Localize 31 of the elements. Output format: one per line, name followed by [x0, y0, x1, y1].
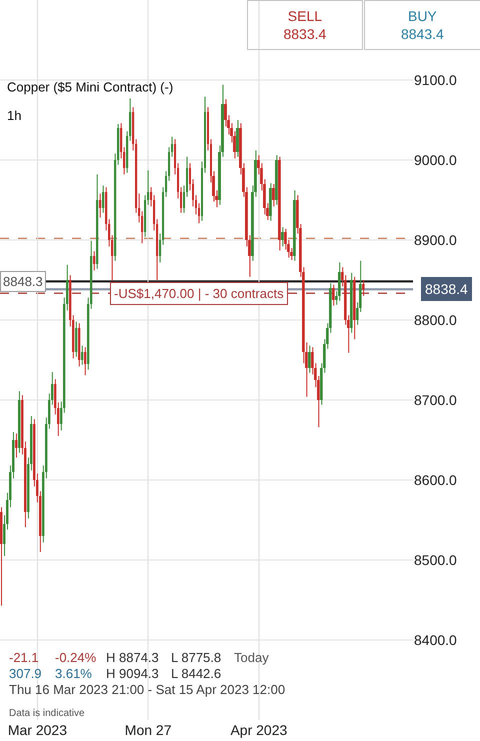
y-tick-label: 8600.0 [414, 472, 458, 488]
ref-line-label: 8848.3 [3, 274, 43, 289]
text: Copper ($5 Mini Contract) (-) [7, 80, 174, 95]
y-tick-label: 8900.0 [414, 232, 458, 248]
annotation: -21.1 [9, 650, 39, 665]
annotation: Today [234, 650, 270, 665]
y-tick-label: 8500.0 [414, 552, 458, 568]
x-tick-label: Mar 2023 [8, 722, 68, 738]
annotation: Thu 16 Mar 2023 21:00 - Sat 15 Apr 2023 12:00 [9, 682, 286, 697]
y-tick-label: 9100.0 [414, 72, 458, 88]
annotation: 307.9 [9, 666, 42, 681]
x-tick-label: Mon 27 [124, 722, 172, 738]
text: 1h [7, 108, 22, 123]
y-tick-label: 8700.0 [414, 392, 458, 408]
ref-line-label: -US$1,470.00 | - 30 contracts [114, 286, 284, 301]
annotation: H 9094.3 [106, 666, 159, 681]
annotation: SELL [288, 8, 322, 24]
annotation: Data is indicative [9, 708, 86, 719]
annotation: -0.24% [55, 650, 97, 665]
y-tick-label: 8800.0 [414, 312, 458, 328]
x-tick-label: Apr 2023 [230, 722, 288, 738]
annotation: 8843.4 [400, 26, 444, 42]
annotation: 3.61% [55, 666, 92, 681]
annotation: BUY [408, 8, 438, 24]
annotation: L 8775.8 [171, 650, 222, 665]
annotation: L 8442.6 [171, 666, 222, 681]
annotation: H 8874.3 [106, 650, 159, 665]
y-tick-label: 9000.0 [414, 152, 458, 168]
annotation: 8833.4 [283, 26, 327, 42]
ref-line-label: 8838.4 [425, 281, 468, 297]
y-tick-label: 8400.0 [414, 632, 458, 648]
